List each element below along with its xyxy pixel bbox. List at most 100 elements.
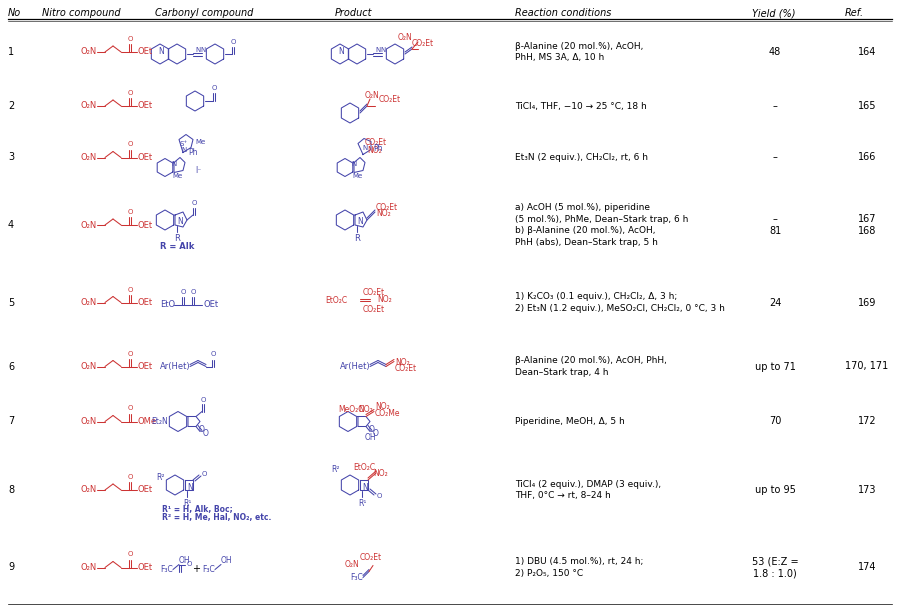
Text: up to 71: up to 71 <box>754 362 796 371</box>
Text: CO₂Et: CO₂Et <box>363 288 385 297</box>
Text: OEt: OEt <box>138 486 153 495</box>
Text: O: O <box>212 85 217 91</box>
Text: CO₂Et: CO₂Et <box>379 95 401 104</box>
Text: 7: 7 <box>8 417 14 426</box>
Text: O₂N: O₂N <box>398 34 413 43</box>
Text: O: O <box>127 551 132 558</box>
Text: N: N <box>195 47 200 53</box>
Text: 167
168: 167 168 <box>858 214 877 236</box>
Text: N: N <box>177 218 183 226</box>
Text: O₂N: O₂N <box>81 486 97 495</box>
Text: TiCl₄ (2 equiv.), DMAP (3 equiv.),
THF, 0°C → rt, 8–24 h: TiCl₄ (2 equiv.), DMAP (3 equiv.), THF, … <box>515 479 662 500</box>
Text: 5: 5 <box>8 298 14 307</box>
Text: OEt: OEt <box>203 300 218 309</box>
Text: N: N <box>187 483 193 492</box>
Text: CO₂Et: CO₂Et <box>363 305 385 314</box>
Text: O: O <box>127 406 132 412</box>
Text: 24: 24 <box>769 298 781 307</box>
Text: 48: 48 <box>769 47 781 57</box>
Text: 169: 169 <box>858 298 877 307</box>
Text: EtO: EtO <box>160 300 176 309</box>
Text: 1: 1 <box>8 47 14 57</box>
Text: Product: Product <box>335 8 373 18</box>
Text: NO₂: NO₂ <box>376 209 391 218</box>
Text: R = Alk: R = Alk <box>160 242 194 251</box>
Text: Ar(Het): Ar(Het) <box>160 362 191 371</box>
Text: R²: R² <box>157 473 165 481</box>
Text: O: O <box>211 351 216 357</box>
Text: Me: Me <box>172 173 182 179</box>
Text: OH: OH <box>179 556 191 565</box>
Text: up to 95: up to 95 <box>754 485 796 495</box>
Text: Piperidine, MeOH, Δ, 5 h: Piperidine, MeOH, Δ, 5 h <box>515 417 625 426</box>
Text: Et₂N: Et₂N <box>151 417 168 426</box>
Text: O₂N: O₂N <box>81 220 97 229</box>
Text: 172: 172 <box>858 417 877 426</box>
Text: OEt: OEt <box>138 563 153 572</box>
Text: O: O <box>369 425 375 434</box>
Text: N: N <box>351 160 356 167</box>
Text: R: R <box>174 234 180 243</box>
Text: N: N <box>375 47 380 53</box>
Text: 53 (E:Z =
1.8 : 1.0): 53 (E:Z = 1.8 : 1.0) <box>752 557 798 578</box>
Text: Ar(Het): Ar(Het) <box>340 362 371 371</box>
Text: O: O <box>127 36 132 42</box>
Text: 166: 166 <box>858 152 877 162</box>
Text: Ph: Ph <box>373 144 382 153</box>
Text: O: O <box>127 474 132 480</box>
Text: F₃C: F₃C <box>160 565 173 574</box>
Text: O: O <box>201 396 206 403</box>
Text: I⁻: I⁻ <box>195 166 202 175</box>
Text: CO₂Et: CO₂Et <box>365 138 387 147</box>
Text: O₂N: O₂N <box>345 560 360 569</box>
Text: N: N <box>362 146 367 151</box>
Text: 8: 8 <box>8 485 14 495</box>
Text: CO₂Me: CO₂Me <box>375 409 401 418</box>
Text: N: N <box>380 47 385 53</box>
Text: O: O <box>127 351 132 356</box>
Text: N: N <box>200 47 205 53</box>
Text: CO₂Et: CO₂Et <box>395 364 417 373</box>
Text: O₂N: O₂N <box>81 298 97 307</box>
Text: OMe: OMe <box>138 417 157 426</box>
Text: N: N <box>338 46 344 56</box>
Text: β-Alanine (20 mol.%), AcOH, PhH,
Dean–Stark trap, 4 h: β-Alanine (20 mol.%), AcOH, PhH, Dean–St… <box>515 356 667 377</box>
Text: 4: 4 <box>8 220 14 230</box>
Text: Yield (%): Yield (%) <box>752 8 796 18</box>
Text: 173: 173 <box>858 485 877 495</box>
Text: 9: 9 <box>8 562 14 573</box>
Text: OEt: OEt <box>138 101 153 110</box>
Text: CO₂Et: CO₂Et <box>412 40 434 49</box>
Text: R: R <box>354 234 360 243</box>
Text: a) AcOH (5 mol.%), piperidine
(5 mol.%), PhMe, Dean–Stark trap, 6 h
b) β-Alanine: a) AcOH (5 mol.%), piperidine (5 mol.%),… <box>515 203 688 247</box>
Text: NO₂: NO₂ <box>367 146 382 155</box>
Text: O₂N: O₂N <box>81 48 97 57</box>
Text: OEt: OEt <box>138 48 153 57</box>
Text: 1) K₂CO₃ (0.1 equiv.), CH₂Cl₂, Δ, 3 h;
2) Et₃N (1.2 equiv.), MeSO₂Cl, CH₂Cl₂, 0 : 1) K₂CO₃ (0.1 equiv.), CH₂Cl₂, Δ, 3 h; 2… <box>515 292 724 313</box>
Text: EtO₂C: EtO₂C <box>353 462 375 472</box>
Text: 1) DBU (4.5 mol.%), rt, 24 h;
2) P₂O₅, 150 °C: 1) DBU (4.5 mol.%), rt, 24 h; 2) P₂O₅, 1… <box>515 557 644 578</box>
Text: N: N <box>362 483 368 492</box>
Text: O: O <box>377 493 382 499</box>
Text: MeO₂C: MeO₂C <box>338 405 364 414</box>
Text: O: O <box>180 289 185 295</box>
Text: 3: 3 <box>8 152 14 162</box>
Text: O: O <box>373 429 379 438</box>
Text: O₂N: O₂N <box>81 101 97 110</box>
Text: S⁺: S⁺ <box>180 140 188 146</box>
Text: +: + <box>192 564 200 575</box>
Text: O₂N: O₂N <box>365 90 380 99</box>
Text: N: N <box>357 218 363 226</box>
Text: 174: 174 <box>858 562 877 573</box>
Text: O: O <box>230 39 236 45</box>
Text: Me: Me <box>352 173 362 179</box>
Text: –: – <box>772 152 778 162</box>
Text: CO₂Et: CO₂Et <box>360 553 382 562</box>
Text: O: O <box>192 200 197 206</box>
Text: OEt: OEt <box>138 362 153 371</box>
Text: –: – <box>772 101 778 111</box>
Text: O: O <box>190 289 195 295</box>
Text: NO₂: NO₂ <box>395 358 410 367</box>
Text: OH: OH <box>365 433 376 442</box>
Text: Ref.: Ref. <box>845 8 864 18</box>
